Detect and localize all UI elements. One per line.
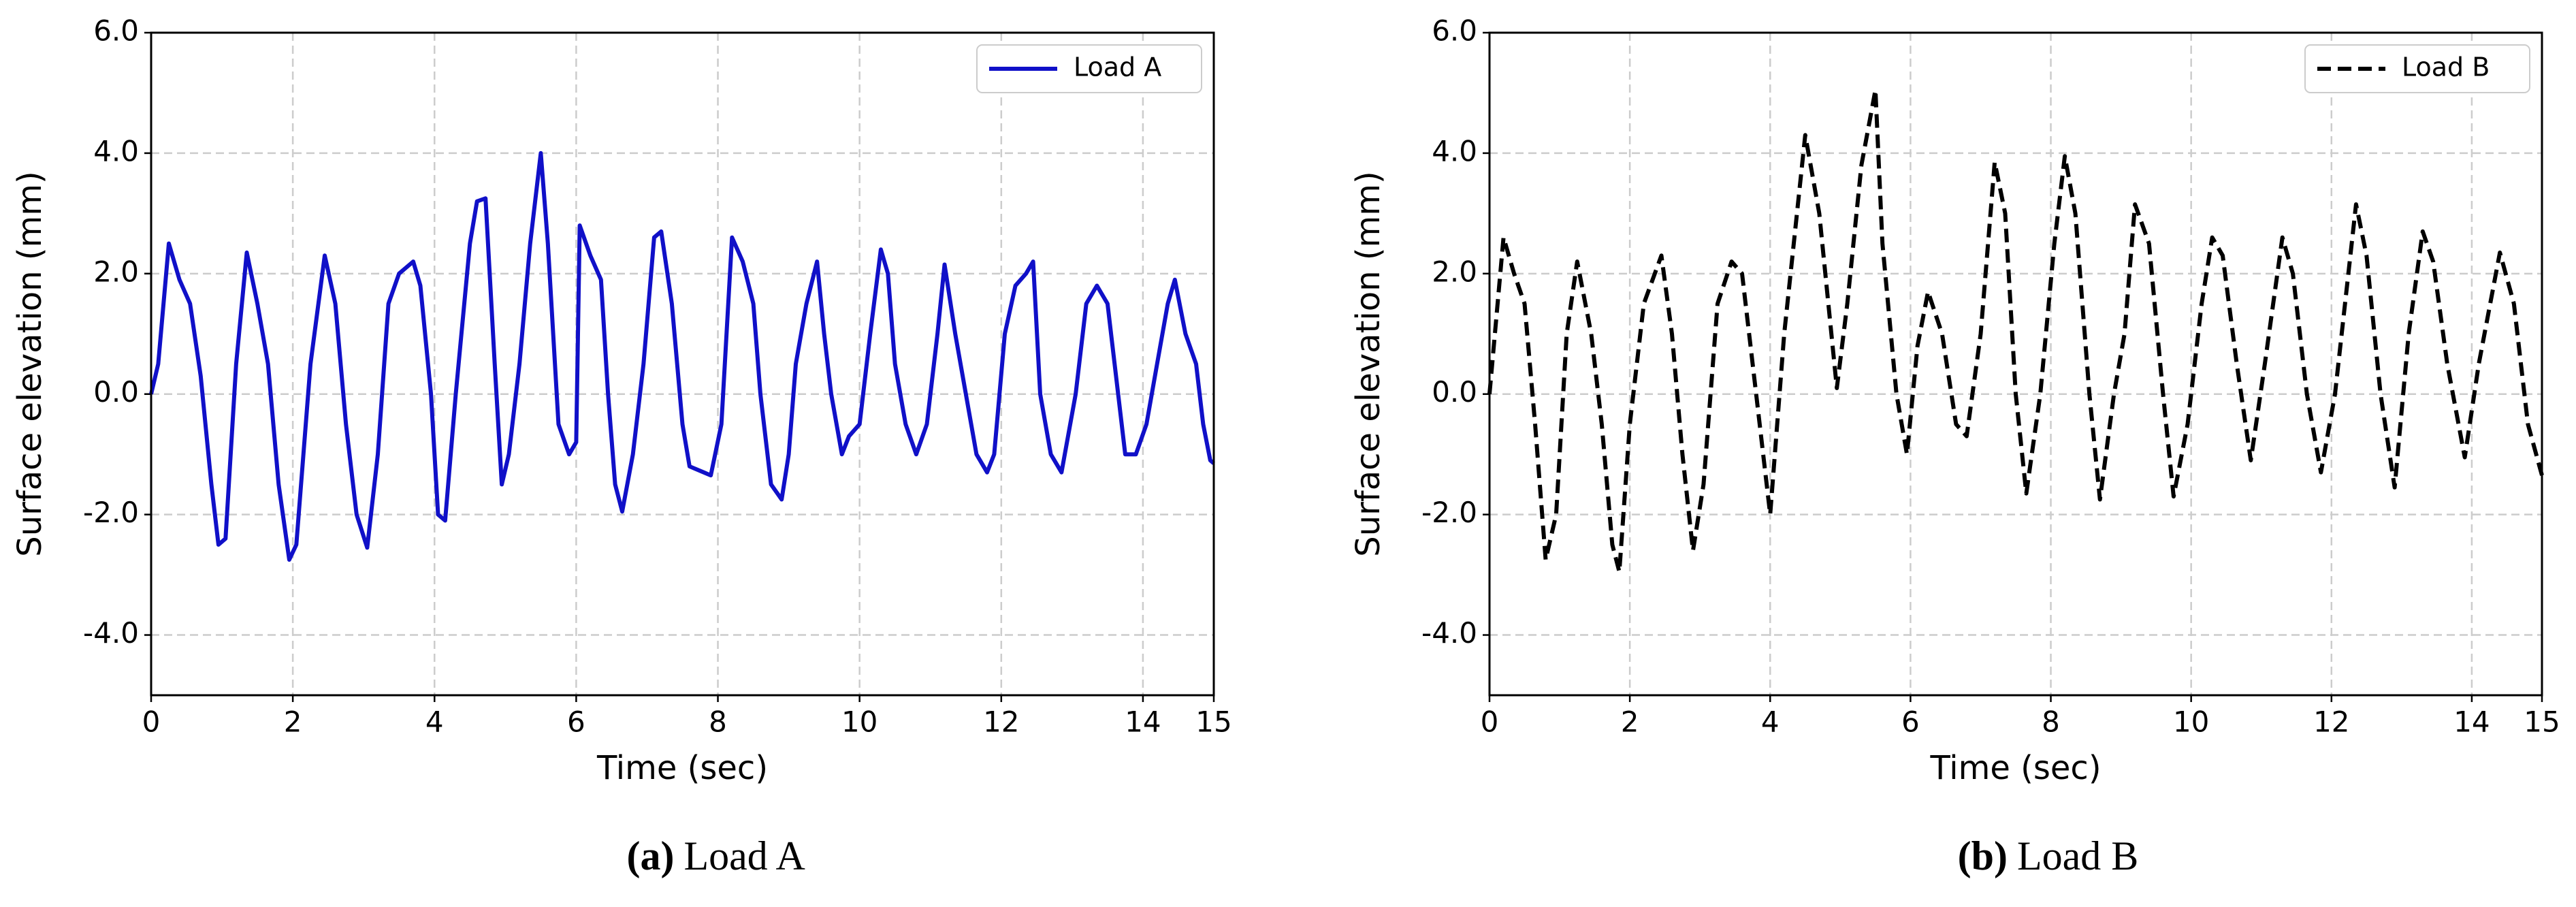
x-tick-label: 0 bbox=[142, 705, 161, 739]
x-tick-label: 8 bbox=[709, 705, 727, 739]
x-tick-label: 10 bbox=[2173, 705, 2209, 739]
legend: Load B bbox=[2304, 44, 2530, 93]
legend-label: Load A bbox=[1074, 52, 1161, 82]
y-tick-label: 6.0 bbox=[93, 14, 139, 48]
legend-box bbox=[976, 44, 1202, 93]
x-tick-label: 14 bbox=[1125, 705, 1161, 739]
legend-label: Load B bbox=[2402, 52, 2490, 82]
y-tick-label: -4.0 bbox=[83, 616, 139, 650]
x-tick-label: 8 bbox=[2042, 705, 2060, 739]
y-tick-label: 6.0 bbox=[1432, 14, 1477, 48]
x-tick-label: 15 bbox=[1195, 705, 1231, 739]
y-tick-label: 4.0 bbox=[93, 134, 139, 168]
x-tick-label: 4 bbox=[425, 705, 444, 739]
caption: Load A bbox=[684, 833, 805, 878]
y-tick-label: -2.0 bbox=[1421, 496, 1477, 529]
y-tick-label: -2.0 bbox=[83, 496, 139, 529]
legend-box bbox=[2304, 44, 2530, 93]
x-tick-label: 6 bbox=[1901, 705, 1920, 739]
x-tick-label: 15 bbox=[2524, 705, 2560, 739]
x-tick-label: 12 bbox=[2313, 705, 2349, 739]
y-tick-label: 4.0 bbox=[1432, 134, 1477, 168]
caption-tag: (b) bbox=[1958, 833, 2008, 878]
x-tick-label: 0 bbox=[1481, 705, 1499, 739]
x-tick-label: 2 bbox=[284, 705, 302, 739]
x-axis-label: Time (sec) bbox=[596, 749, 768, 787]
plot-frame bbox=[1488, 31, 2543, 697]
y-axis-label: Surface elevation (mm) bbox=[11, 171, 49, 557]
caption-tag: (a) bbox=[627, 833, 675, 878]
data-line bbox=[1487, 88, 2544, 574]
x-tick-label: 2 bbox=[1621, 705, 1639, 739]
x-tick-label: 6 bbox=[567, 705, 585, 739]
y-tick-label: 2.0 bbox=[93, 255, 139, 288]
y-tick-label: -4.0 bbox=[1421, 616, 1477, 650]
x-axis-label: Time (sec) bbox=[1929, 749, 2101, 787]
caption: Load B bbox=[2017, 833, 2138, 878]
x-tick-label: 14 bbox=[2453, 705, 2490, 739]
x-tick-label: 10 bbox=[841, 705, 878, 739]
y-tick-label: 0.0 bbox=[1432, 375, 1477, 409]
y-axis-label: Surface elevation (mm) bbox=[1349, 171, 1387, 557]
plot-frame bbox=[150, 31, 1215, 697]
y-tick-label: 0.0 bbox=[93, 375, 139, 409]
legend: Load A bbox=[976, 44, 1202, 93]
y-tick-label: 2.0 bbox=[1432, 255, 1477, 288]
x-tick-label: 12 bbox=[983, 705, 1019, 739]
data-line bbox=[149, 150, 1215, 562]
x-tick-label: 4 bbox=[1761, 705, 1780, 739]
